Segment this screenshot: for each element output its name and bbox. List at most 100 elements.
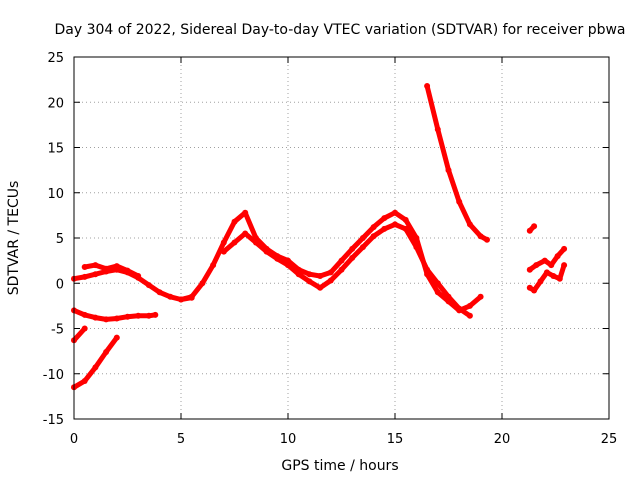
data-point — [231, 239, 238, 246]
x-tick-label: 25 — [601, 432, 618, 447]
data-point — [370, 224, 377, 231]
data-point — [543, 269, 550, 276]
data-point — [466, 221, 473, 228]
data-point — [349, 245, 356, 252]
data-point — [263, 248, 270, 255]
y-axis-label: SDTVAR / TECUs — [6, 181, 22, 296]
data-point — [445, 167, 452, 174]
data-point — [210, 262, 217, 269]
data-point — [413, 235, 420, 241]
series-arc-f — [178, 209, 484, 314]
data-point — [434, 289, 441, 296]
data-point — [381, 225, 388, 232]
data-point — [554, 253, 561, 260]
data-point — [561, 262, 568, 269]
data-point — [124, 313, 131, 320]
data-point — [434, 126, 441, 133]
x-tick-label: 20 — [494, 432, 511, 447]
series-trace — [424, 83, 490, 243]
series-trace — [178, 210, 484, 313]
data-point — [124, 267, 131, 274]
data-point — [220, 248, 227, 255]
data-point — [81, 378, 88, 384]
grid-lines — [74, 57, 609, 419]
x-tick-label: 0 — [70, 432, 78, 447]
data-point — [338, 266, 345, 273]
data-point — [167, 293, 174, 300]
data-point — [424, 266, 431, 273]
series-arc-h — [424, 83, 490, 243]
data-point — [306, 278, 313, 285]
series-arc-j — [526, 245, 568, 273]
data-point — [231, 218, 238, 225]
data-point — [188, 293, 195, 300]
data-point — [359, 235, 366, 241]
data-point — [445, 293, 452, 300]
y-tick-label: 25 — [47, 51, 64, 66]
data-point — [392, 221, 398, 228]
data-point — [103, 349, 110, 355]
data-point — [548, 262, 555, 269]
data-point — [533, 262, 540, 269]
data-point — [113, 263, 120, 270]
data-point — [537, 278, 544, 285]
data-point — [113, 315, 120, 322]
data-point — [402, 216, 409, 223]
data-point — [531, 287, 538, 294]
data-point — [92, 314, 99, 321]
data-point — [561, 245, 568, 252]
data-point — [92, 271, 99, 278]
data-point — [456, 305, 463, 312]
y-tick-label: 0 — [56, 277, 64, 292]
data-point — [103, 316, 110, 323]
data-point — [81, 325, 88, 332]
data-point — [220, 239, 227, 246]
series-arc-e — [71, 334, 120, 391]
data-point — [178, 296, 184, 303]
data-point — [295, 271, 302, 278]
data-point — [484, 236, 490, 243]
y-tick-label: -15 — [43, 413, 64, 428]
data-point — [252, 239, 259, 246]
data-point — [242, 209, 249, 216]
data-point — [306, 271, 313, 278]
y-tick-label: -10 — [43, 368, 64, 383]
x-tick-label: 5 — [177, 432, 185, 447]
series-arc-g — [220, 221, 473, 319]
data-point — [413, 244, 420, 251]
data-point — [199, 280, 206, 287]
y-tick-label: 10 — [47, 187, 64, 202]
y-tick-label: 5 — [56, 232, 64, 247]
data-point — [156, 289, 163, 296]
data-point — [317, 273, 324, 279]
data-point — [327, 269, 334, 276]
data-point — [135, 273, 142, 279]
data-point — [81, 264, 88, 270]
data-point — [424, 83, 431, 89]
data-point — [145, 312, 152, 319]
x-tick-label: 10 — [280, 432, 297, 447]
data-point — [531, 223, 538, 230]
data-series — [71, 83, 568, 391]
data-point — [477, 233, 484, 240]
data-point — [81, 311, 88, 318]
y-tick-label: -5 — [51, 323, 64, 338]
data-point — [434, 280, 441, 287]
series-arc-d — [71, 325, 88, 344]
data-point — [556, 275, 563, 282]
series-arc-i — [526, 223, 538, 234]
data-point — [317, 284, 324, 291]
data-point — [113, 334, 120, 341]
data-point — [135, 312, 142, 319]
data-point — [103, 265, 110, 272]
y-tick-label: 20 — [47, 96, 64, 111]
x-tick-label: 15 — [387, 432, 404, 447]
data-point — [526, 227, 533, 234]
data-point — [466, 302, 473, 309]
data-point — [327, 277, 334, 284]
data-point — [152, 311, 159, 318]
series-arc-b — [81, 262, 142, 279]
series-arc-k — [526, 262, 568, 294]
data-point — [477, 293, 484, 300]
